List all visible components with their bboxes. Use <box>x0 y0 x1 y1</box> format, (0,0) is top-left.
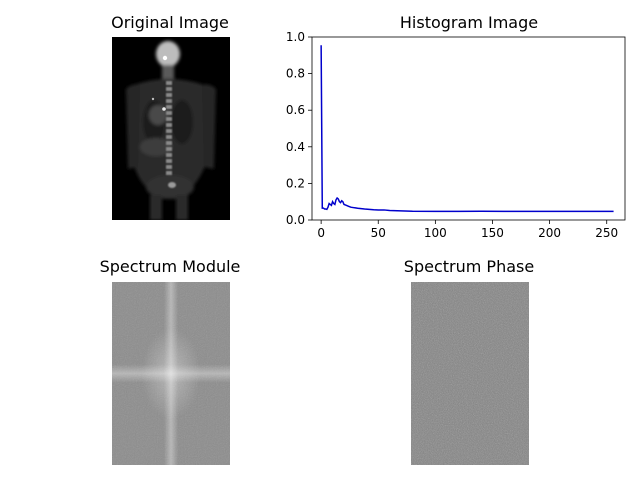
histogram-title: Histogram Image <box>399 13 539 32</box>
original-image-picture <box>112 37 230 220</box>
y-tick-label: 1.0 <box>286 30 305 44</box>
x-tick-label: 0 <box>317 226 325 240</box>
x-tick-label: 150 <box>481 226 504 240</box>
y-tick-label: 0.2 <box>286 176 305 190</box>
y-tick-label: 0.0 <box>286 213 305 227</box>
spectrum-module-title: Spectrum Module <box>99 257 241 276</box>
x-tick-label: 100 <box>424 226 447 240</box>
x-tick-label: 200 <box>538 226 561 240</box>
histogram-axes-frame <box>311 36 626 221</box>
y-tick-label: 0.6 <box>286 103 305 117</box>
x-tick-label: 50 <box>371 226 386 240</box>
y-tick-label: 0.4 <box>286 140 305 154</box>
spectrum-phase-title: Spectrum Phase <box>403 257 535 276</box>
spectrum-module-picture <box>112 282 230 465</box>
histogram-series-line <box>320 45 614 213</box>
original-image-panel <box>112 37 230 220</box>
x-tick-label: 250 <box>595 226 618 240</box>
histogram-x-axis: 0 50 100 150 200 250 <box>317 220 618 240</box>
y-tick-label: 0.8 <box>286 67 305 81</box>
histogram-y-axis: 0.0 0.2 0.4 0.6 0.8 1.0 <box>286 30 312 227</box>
spectrum-phase-panel <box>411 282 529 465</box>
original-image-title: Original Image <box>111 13 229 32</box>
spectrum-module-panel <box>112 282 230 465</box>
spectrum-phase-picture <box>411 282 529 465</box>
